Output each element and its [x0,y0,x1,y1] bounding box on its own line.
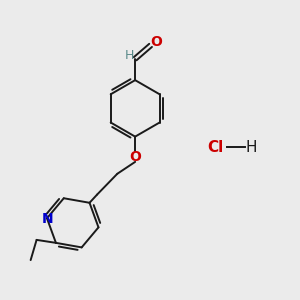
Text: O: O [129,150,141,164]
Text: H: H [124,49,134,62]
Text: O: O [151,35,163,50]
Text: N: N [42,212,53,226]
Text: H: H [246,140,257,154]
Text: Cl: Cl [207,140,224,154]
